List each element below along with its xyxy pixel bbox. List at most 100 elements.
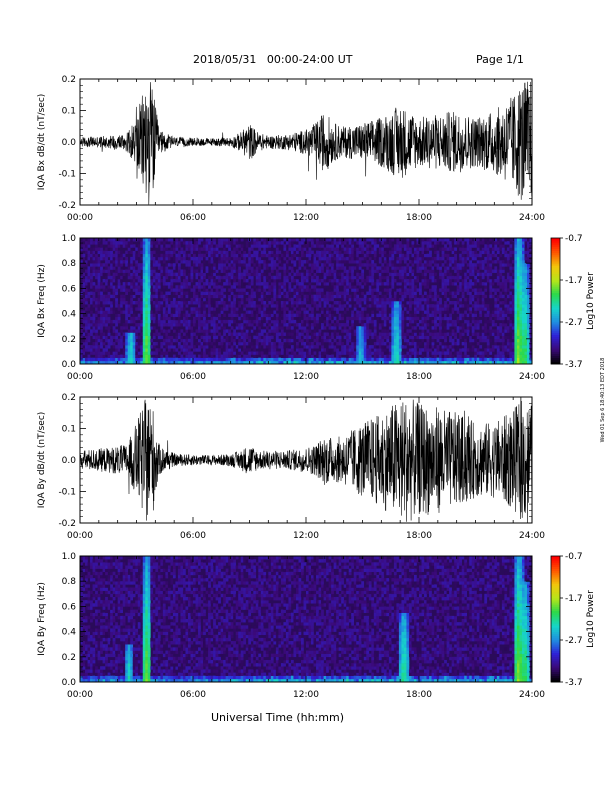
heatmap-cell — [160, 238, 164, 242]
heatmap-cell — [376, 335, 380, 340]
heatmap-cell — [441, 351, 445, 355]
heatmap-cell — [283, 278, 287, 283]
heatmap-cell — [431, 256, 435, 261]
heatmap-cell — [333, 307, 337, 311]
heatmap-cell — [195, 357, 199, 362]
heatmap-cell — [125, 357, 129, 362]
heatmap-cell — [313, 263, 317, 267]
heatmap-cell — [102, 307, 106, 311]
heatmap-cell — [431, 341, 435, 346]
heatmap-cell — [203, 253, 206, 258]
heatmap-cell — [112, 354, 116, 358]
heatmap-cell — [419, 288, 422, 292]
heatmap-cell — [381, 351, 385, 355]
heatmap-cell — [172, 354, 176, 358]
heatmap-cell — [386, 238, 390, 242]
heatmap-cell — [147, 301, 151, 305]
heatmap-cell — [240, 263, 244, 267]
heatmap-cell — [92, 323, 96, 327]
heatmap-cell — [253, 250, 257, 255]
heatmap-cell — [298, 263, 302, 267]
heatmap-cell — [311, 313, 314, 318]
heatmap-cell — [223, 304, 226, 308]
heatmap-cell — [343, 357, 347, 362]
heatmap-cell — [220, 307, 224, 311]
heatmap-cell — [243, 247, 247, 251]
heatmap-cell — [451, 301, 455, 305]
x-axis-title: Universal Time (hh:mm) — [211, 711, 344, 724]
heatmap-cell — [346, 329, 349, 333]
heatmap-cell — [145, 256, 149, 261]
heatmap-cell — [474, 301, 478, 305]
heatmap-cell — [288, 354, 292, 358]
heatmap-cell — [107, 329, 111, 333]
heatmap-cell — [391, 269, 395, 273]
heatmap-cell — [160, 354, 164, 358]
heatmap-cell — [182, 241, 186, 245]
heatmap-cell — [308, 263, 312, 267]
heatmap-cell — [313, 253, 317, 258]
heatmap-cell — [361, 345, 365, 349]
heatmap-cell — [356, 313, 360, 318]
heatmap-cell — [175, 253, 179, 258]
heatmap-cell — [361, 332, 365, 336]
heatmap-cell — [366, 326, 370, 330]
heatmap-cell — [459, 288, 462, 292]
heatmap-cell — [95, 307, 98, 311]
heatmap-cell — [195, 329, 199, 333]
heatmap-cell — [198, 260, 201, 264]
heatmap-cell — [341, 263, 344, 267]
heatmap-cell — [193, 244, 196, 248]
heatmap-cell — [97, 323, 101, 327]
heatmap-cell — [152, 319, 156, 324]
heatmap-cell — [295, 244, 299, 248]
heatmap-cell — [120, 345, 123, 349]
heatmap-cell — [363, 354, 367, 358]
heatmap-cell — [341, 345, 344, 349]
heatmap-cell — [80, 247, 83, 251]
heatmap-cell — [238, 260, 242, 264]
heatmap-cell — [255, 319, 259, 324]
heatmap-cell — [413, 297, 417, 302]
heatmap-cell — [240, 260, 244, 264]
heatmap-cell — [441, 329, 445, 333]
heatmap-cell — [238, 332, 242, 336]
heatmap-cell — [328, 310, 332, 314]
heatmap-cell — [376, 348, 380, 352]
heatmap-cell — [142, 282, 146, 286]
heatmap-cell — [210, 310, 214, 314]
heatmap-cell — [223, 354, 226, 358]
heatmap-cell — [223, 294, 226, 299]
heatmap-cell — [424, 247, 427, 251]
heatmap-cell — [97, 307, 101, 311]
heatmap-cell — [187, 360, 191, 365]
heatmap-cell — [461, 275, 465, 280]
heatmap-cell — [238, 345, 242, 349]
heatmap-cell — [235, 310, 239, 314]
heatmap-cell — [152, 266, 156, 270]
heatmap-cell — [451, 360, 455, 365]
heatmap-cell — [288, 319, 292, 324]
heatmap-cell — [306, 238, 309, 242]
heatmap-cell — [270, 266, 274, 270]
heatmap-cell — [403, 341, 407, 346]
heatmap-cell — [82, 319, 86, 324]
heatmap-cell — [391, 319, 395, 324]
heatmap-cell — [431, 275, 435, 280]
heatmap-cell — [205, 244, 209, 248]
heatmap-cell — [117, 250, 121, 255]
heatmap-cell — [157, 278, 161, 283]
heatmap-cell — [82, 244, 86, 248]
heatmap-cell — [165, 253, 169, 258]
heatmap-cell — [406, 301, 410, 305]
heatmap-cell — [97, 313, 101, 318]
heatmap-cell — [102, 313, 106, 318]
heatmap-cell — [406, 244, 410, 248]
heatmap-cell — [243, 319, 247, 324]
heatmap-cell — [132, 319, 136, 324]
heatmap-cell — [421, 304, 425, 308]
heatmap-cell — [408, 260, 412, 264]
heatmap-cell — [285, 282, 289, 286]
heatmap-cell — [117, 253, 121, 258]
heatmap-cell — [87, 360, 91, 365]
